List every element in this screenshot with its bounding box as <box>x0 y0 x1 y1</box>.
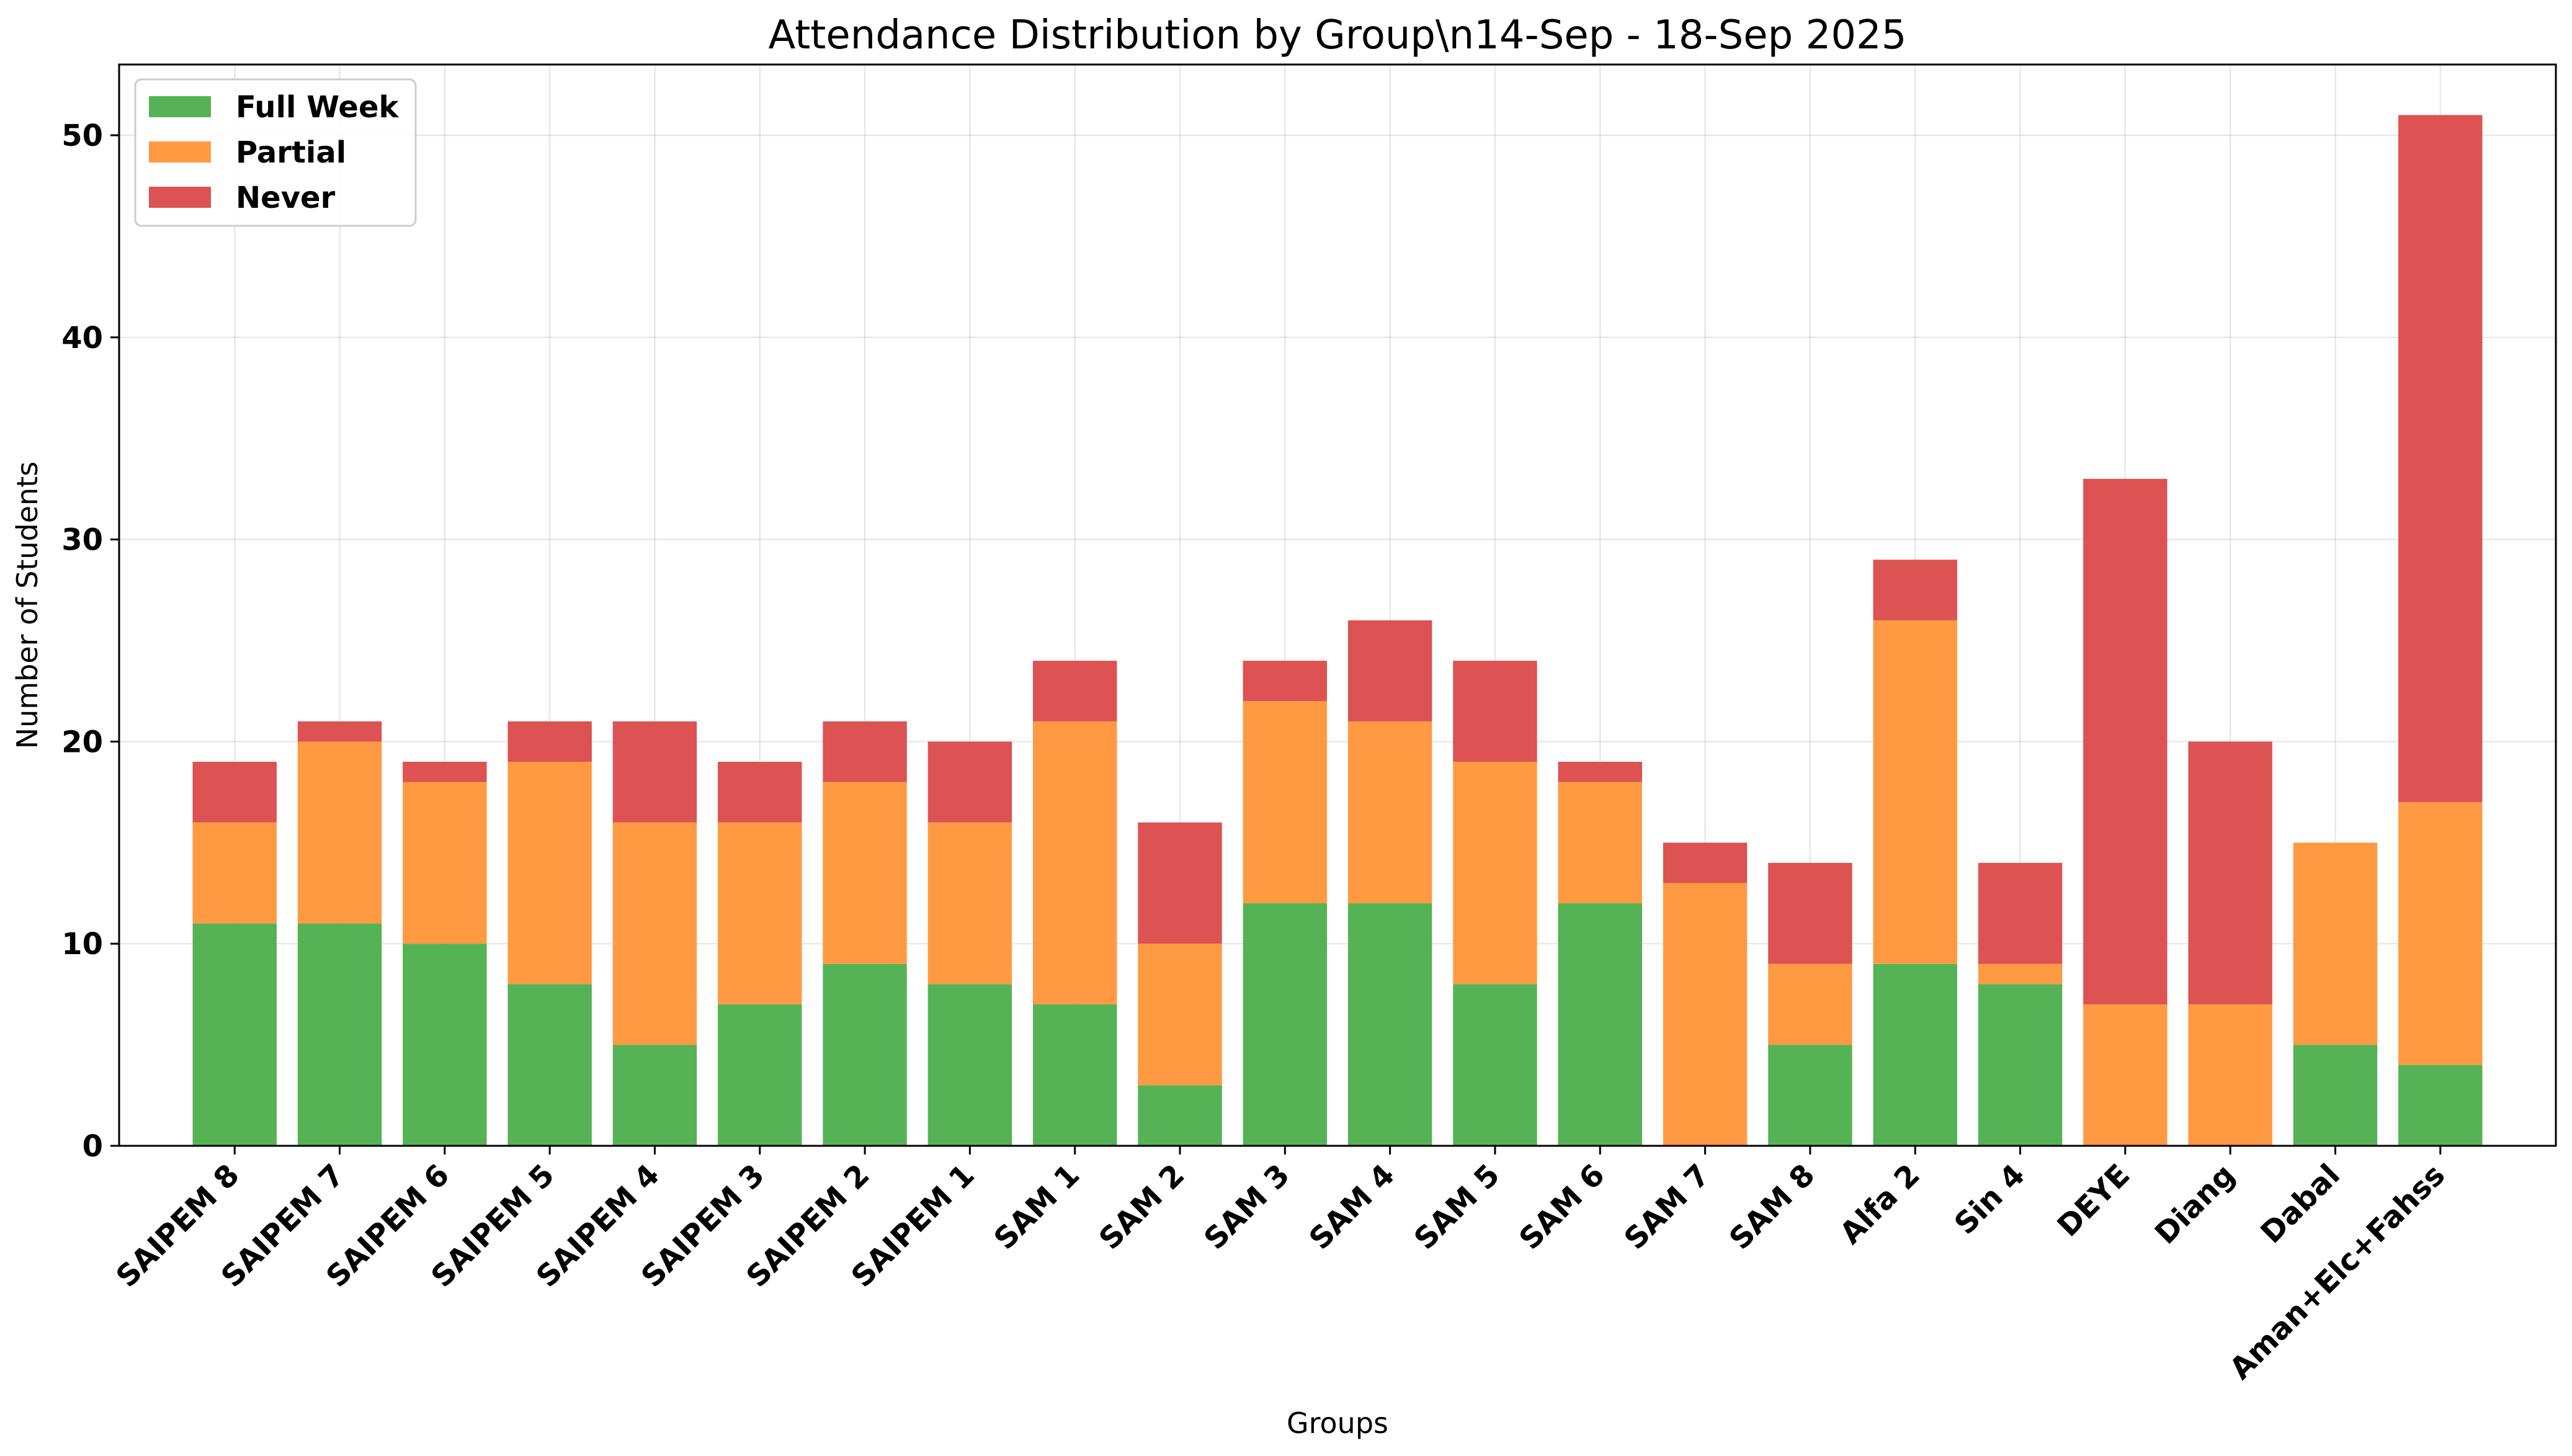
x-tick-label: SAM 8 <box>1723 1158 1822 1257</box>
bar-partial <box>1243 701 1328 904</box>
legend-label-partial: Partial <box>236 135 346 170</box>
y-tick-label: 10 <box>61 927 103 962</box>
y-axis-label: Number of Students <box>11 462 44 749</box>
bar-partial <box>1138 944 1222 1086</box>
bar-full-week <box>2293 1045 2378 1146</box>
bar-never <box>927 741 1012 823</box>
bar-partial <box>1033 721 1117 1004</box>
bar-never <box>2083 478 2168 1004</box>
bar-partial <box>1663 883 1748 1146</box>
legend-label-never: Never <box>236 181 336 215</box>
bar-full-week <box>192 923 277 1146</box>
bar-full-week <box>1453 984 1537 1146</box>
bar-partial <box>507 761 592 985</box>
bar-never <box>1558 761 1642 782</box>
bar-partial <box>403 782 487 944</box>
bar-partial <box>1347 721 1432 904</box>
bar-full-week <box>1978 984 2063 1146</box>
bar-never <box>1243 661 1328 702</box>
x-tick-label: Dabal <box>2254 1158 2347 1251</box>
y-tick-label: 40 <box>61 321 103 355</box>
x-tick-label: SAM 2 <box>1092 1158 1192 1257</box>
x-tick-label: DEYE <box>2051 1158 2137 1244</box>
chart-title: Attendance Distribution by Group\n14-Sep… <box>769 12 1907 58</box>
bar-never <box>1033 661 1117 721</box>
bar-never <box>823 721 907 782</box>
bar-partial <box>1453 761 1537 985</box>
bar-partial <box>2188 1004 2272 1146</box>
bar-never <box>718 761 802 823</box>
x-axis-label: Groups <box>1287 1406 1388 1440</box>
bar-full-week <box>1558 903 1642 1146</box>
bar-never <box>1138 822 1222 944</box>
bar-partial <box>718 822 802 1004</box>
bar-partial <box>1768 963 1852 1045</box>
bar-partial <box>297 741 382 924</box>
x-tick-label: Sin 4 <box>1948 1158 2032 1241</box>
y-tick-label: 30 <box>61 523 103 558</box>
bar-full-week <box>403 944 487 1146</box>
x-tick-label: SAM 5 <box>1408 1158 1507 1257</box>
bar-full-week <box>507 984 592 1146</box>
legend-swatch-full-week <box>149 96 211 117</box>
bar-never <box>2398 115 2483 803</box>
x-tick-label: SAM 4 <box>1303 1158 1402 1257</box>
bar-full-week <box>2398 1065 2483 1146</box>
bar-never <box>612 721 697 823</box>
bar-partial <box>1558 782 1642 904</box>
bar-never <box>2188 741 2272 1004</box>
bar-never <box>1453 661 1537 762</box>
x-tick-label: SAM 1 <box>988 1158 1087 1257</box>
bar-full-week <box>1138 1085 1222 1146</box>
bar-never <box>1347 620 1432 721</box>
bar-never <box>1663 842 1748 883</box>
bar-never <box>1873 560 1957 620</box>
legend-swatch-partial <box>149 141 211 163</box>
x-tick-label: SAM 7 <box>1618 1158 1717 1257</box>
legend-label-full-week: Full Week <box>236 90 400 125</box>
bar-partial <box>1873 620 1957 964</box>
bar-partial <box>1978 963 2063 985</box>
bar-full-week <box>612 1045 697 1146</box>
x-tick-label: Alfa 2 <box>1833 1158 1927 1251</box>
plot-frame <box>118 63 2557 1147</box>
y-tick-label: 20 <box>61 725 103 759</box>
bar-full-week <box>1033 1004 1117 1146</box>
bar-never <box>1978 862 2063 964</box>
bar-partial <box>823 782 907 964</box>
y-tick-label: 50 <box>61 118 103 153</box>
bar-full-week <box>1243 903 1328 1146</box>
legend: Full Week Partial Never <box>134 78 417 227</box>
x-tick-label: Aman+Elc+Fahss <box>2223 1158 2452 1387</box>
bar-never <box>297 721 382 742</box>
bar-full-week <box>823 963 907 1146</box>
bars <box>192 115 2483 1146</box>
bar-partial <box>612 822 697 1045</box>
bar-partial <box>2398 802 2483 1065</box>
bar-partial <box>2083 1004 2168 1146</box>
bar-partial <box>927 822 1012 985</box>
x-tick-label: SAM 3 <box>1197 1158 1297 1257</box>
legend-swatch-never <box>149 187 211 208</box>
bar-full-week <box>718 1004 802 1146</box>
bar-full-week <box>1768 1045 1852 1146</box>
bar-never <box>1768 862 1852 964</box>
bar-never <box>507 721 592 762</box>
x-tick-label: SAM 6 <box>1512 1158 1612 1257</box>
y-tick-label: 0 <box>83 1129 103 1164</box>
bar-full-week <box>1873 963 1957 1146</box>
bar-partial <box>192 822 277 924</box>
bar-never <box>403 761 487 782</box>
bar-never <box>192 761 277 823</box>
bar-full-week <box>1347 903 1432 1146</box>
bar-partial <box>2293 842 2378 1045</box>
bar-full-week <box>927 984 1012 1146</box>
x-tick-label: Diang <box>2148 1158 2242 1251</box>
bar-full-week <box>297 923 382 1146</box>
